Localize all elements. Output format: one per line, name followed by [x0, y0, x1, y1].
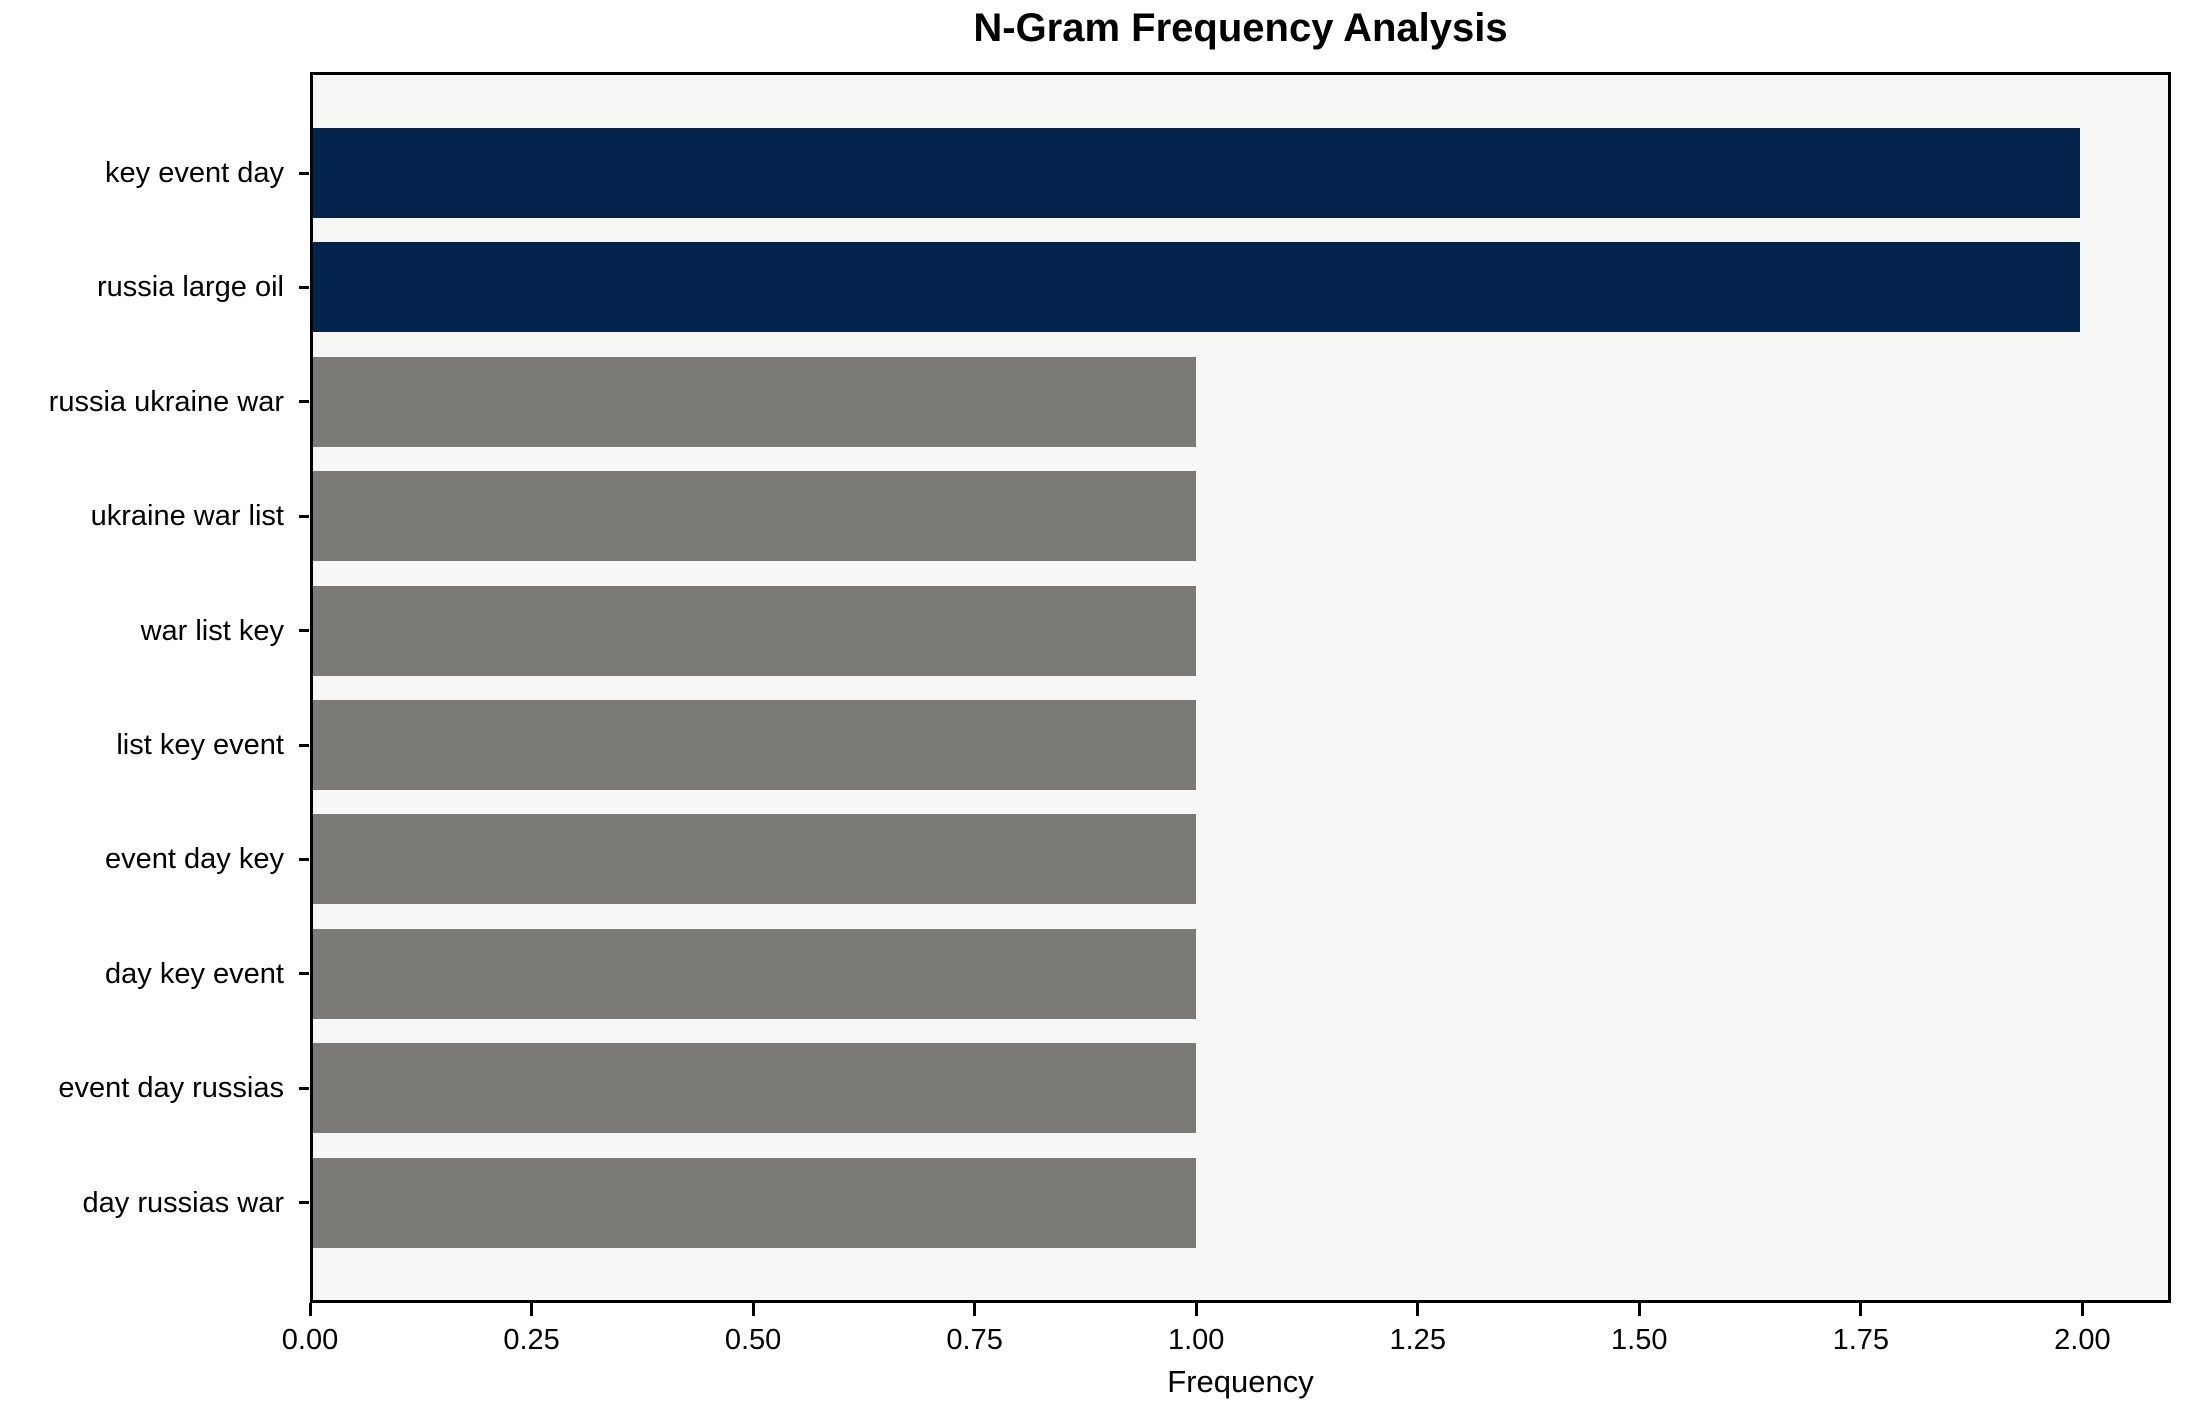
x-tick-label: 0.25 — [503, 1324, 560, 1356]
bar-row — [313, 1157, 2168, 1248]
y-tick — [299, 1201, 309, 1205]
bar-row — [313, 356, 2168, 447]
bar — [313, 242, 2080, 333]
bar-row — [313, 585, 2168, 676]
x-tick — [973, 1303, 977, 1316]
y-tick-label: russia large oil — [97, 271, 284, 304]
y-tick-label: ukraine war list — [90, 500, 284, 533]
bar-row — [313, 1043, 2168, 1134]
x-tick-label: 0.75 — [946, 1324, 1003, 1356]
x-tick — [2080, 1303, 2084, 1316]
y-tick-label: war list key — [140, 614, 284, 647]
bar — [313, 1157, 1197, 1248]
bar-row — [313, 128, 2168, 218]
bar-row — [313, 814, 2168, 905]
bar — [313, 128, 2080, 218]
x-tick — [530, 1303, 534, 1316]
y-tick — [299, 1086, 309, 1090]
bar — [313, 700, 1197, 790]
y-tick — [299, 857, 309, 861]
bar — [313, 814, 1197, 905]
x-tick-label: 0.00 — [281, 1324, 339, 1356]
y-tick-label: list key event — [116, 729, 284, 761]
y-axis-labels: key event day russia large oil russia ukra… — [0, 72, 284, 1303]
x-tick — [1194, 1303, 1198, 1316]
x-tick-label: 1.25 — [1389, 1324, 1446, 1356]
x-axis-title: Frequency — [1167, 1364, 1314, 1399]
bar-row — [313, 471, 2168, 562]
bar-row — [313, 700, 2168, 790]
bar-row — [313, 928, 2168, 1019]
y-tick — [299, 400, 309, 404]
y-tick-label: key event day — [105, 157, 284, 189]
bar — [313, 356, 1197, 447]
plot-area — [310, 72, 2171, 1303]
bar — [313, 1043, 1197, 1134]
y-tick — [299, 285, 309, 289]
x-tick — [751, 1303, 755, 1316]
x-tick-label: 1.50 — [1611, 1324, 1668, 1356]
y-tick — [299, 972, 309, 976]
x-tick-label: 2.00 — [2054, 1324, 2111, 1356]
y-tick — [299, 629, 309, 633]
bar — [313, 585, 1197, 676]
y-tick-label: event day key — [105, 843, 284, 876]
bar — [313, 471, 1197, 562]
bar — [313, 928, 1197, 1019]
y-tick — [299, 743, 309, 747]
y-tick-label: event day russias — [58, 1072, 284, 1105]
x-tick-label: 0.50 — [724, 1324, 782, 1356]
y-tick-label: day russias war — [82, 1186, 284, 1219]
chart-title: N-Gram Frequency Analysis — [973, 6, 1508, 50]
x-tick — [308, 1303, 312, 1316]
x-tick-label: 1.00 — [1167, 1324, 1225, 1356]
y-tick — [299, 514, 309, 518]
y-tick-label: russia ukraine war — [48, 385, 284, 418]
x-tick — [1637, 1303, 1641, 1316]
y-tick — [299, 171, 309, 175]
x-tick — [1416, 1303, 1420, 1316]
bar-row — [313, 242, 2168, 333]
x-tick-label: 1.75 — [1832, 1324, 1890, 1356]
y-tick-label: day key event — [105, 957, 284, 990]
x-tick — [1859, 1303, 1863, 1316]
